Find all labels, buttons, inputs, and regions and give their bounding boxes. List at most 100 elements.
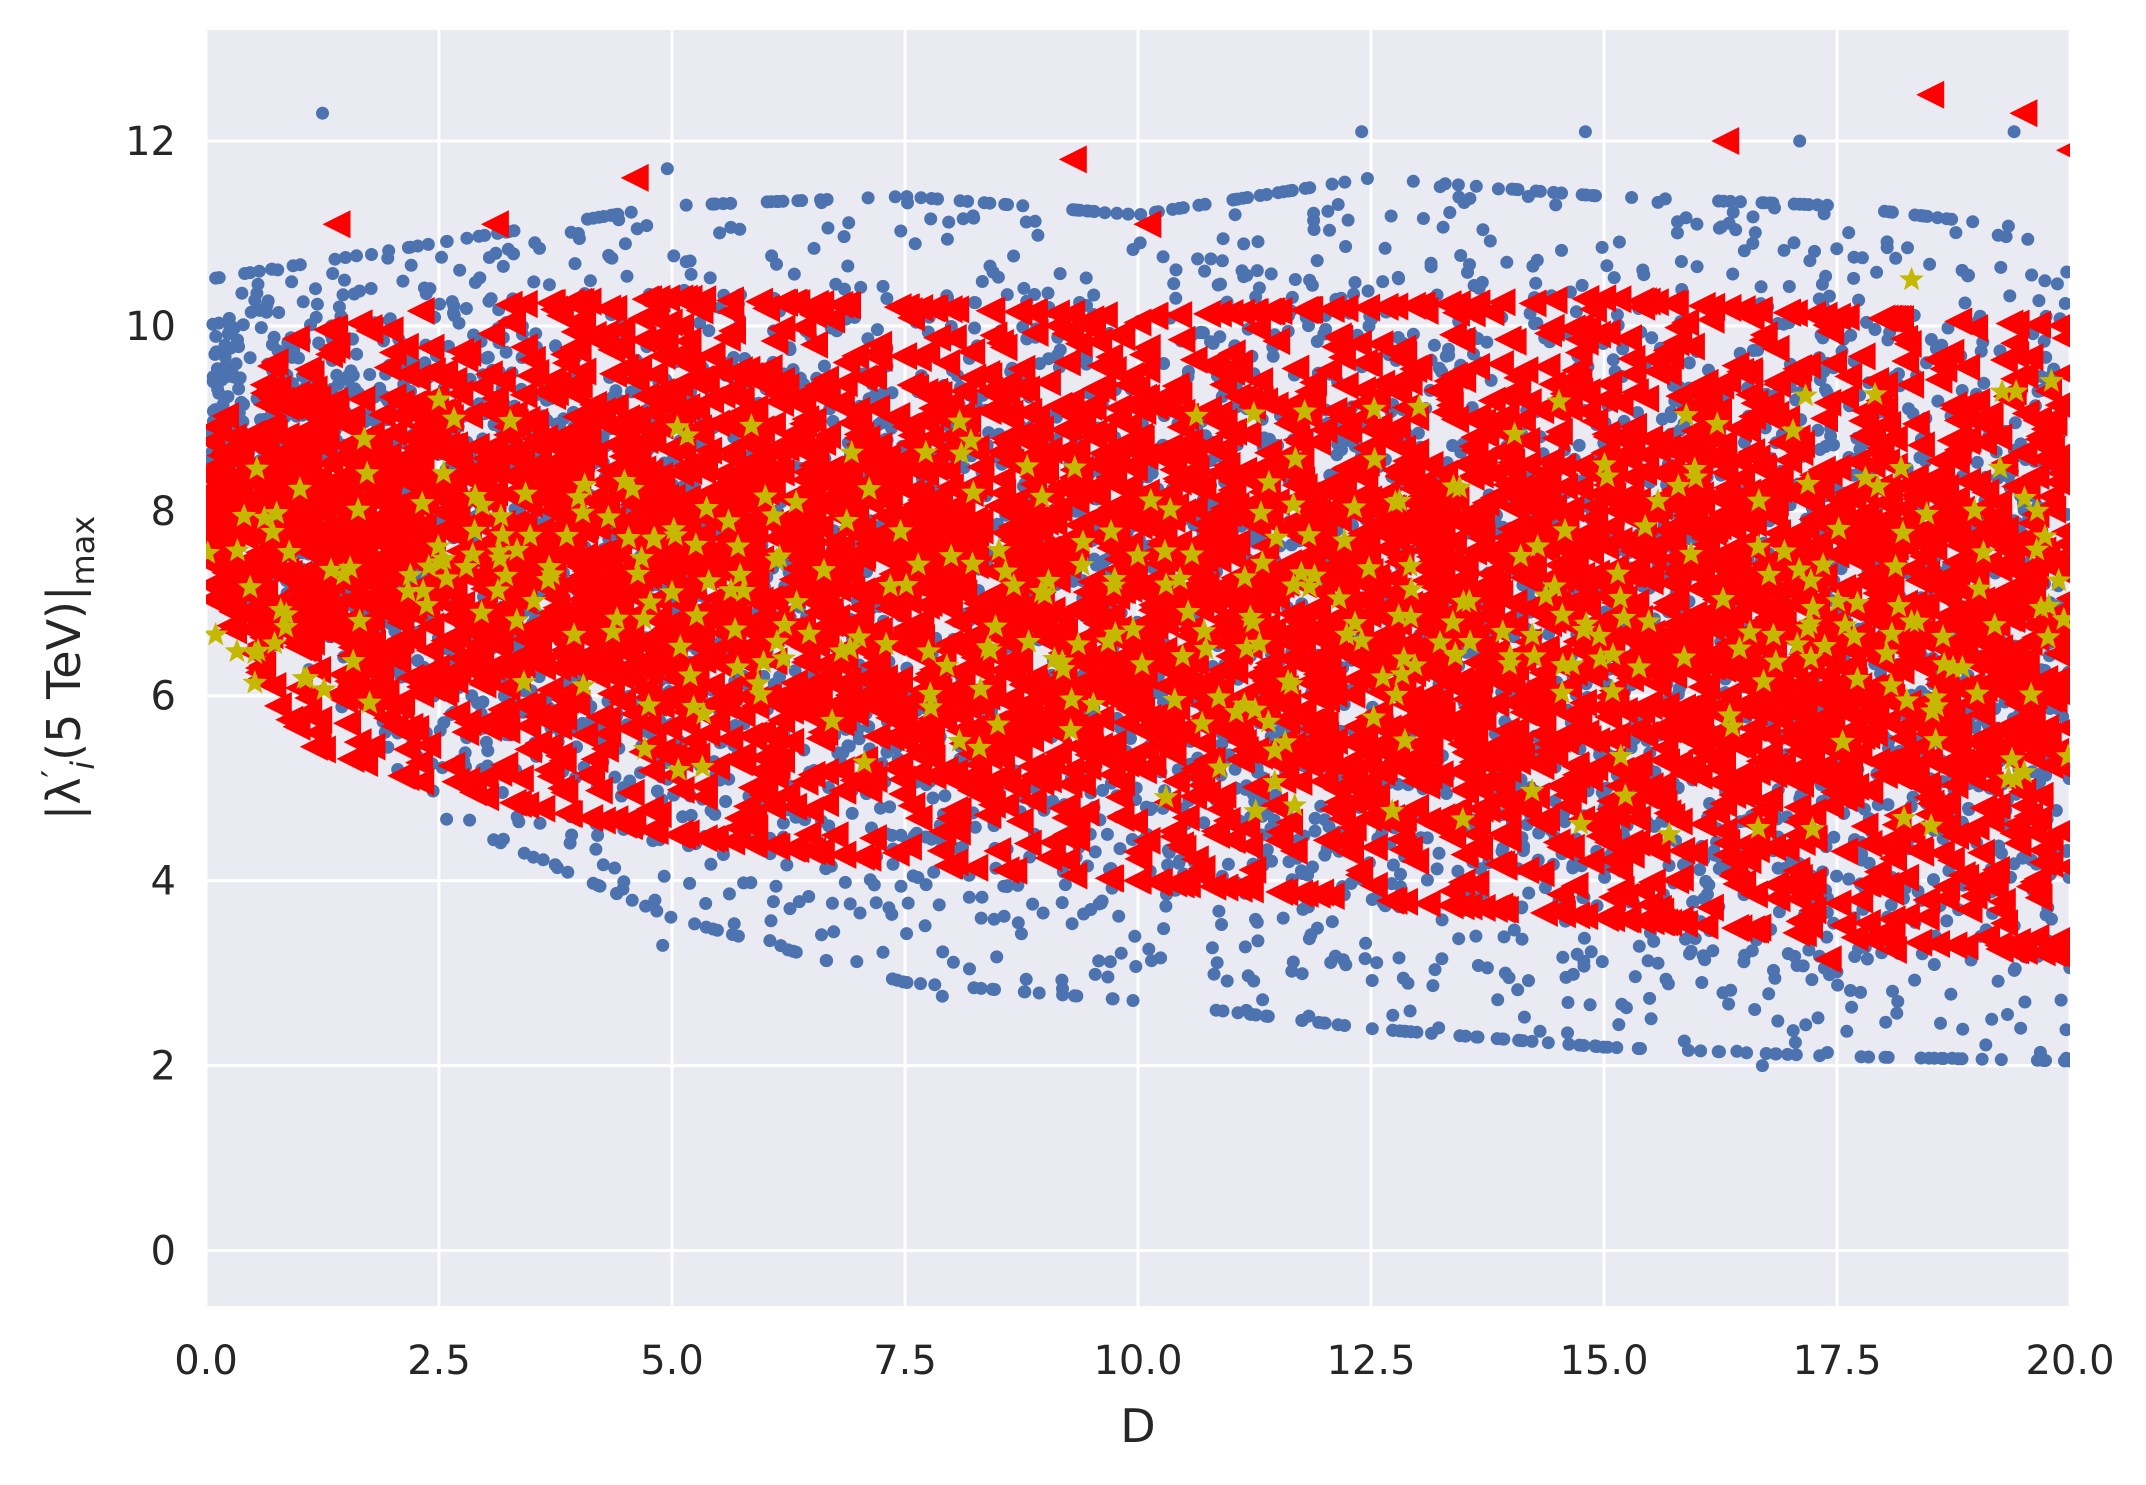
circle-point: [941, 233, 954, 246]
circle-point: [1799, 1018, 1812, 1031]
circle-point: [1500, 256, 1513, 269]
circle-point: [1095, 897, 1108, 910]
circle-point: [1404, 1005, 1417, 1018]
circle-point: [842, 216, 855, 229]
circle-point: [497, 260, 510, 273]
circle-point: [1695, 976, 1708, 989]
circle-point: [1031, 229, 1044, 242]
circle-point: [363, 368, 376, 381]
circle-point: [2003, 289, 2016, 302]
circle-point: [1856, 251, 1869, 264]
circle-point: [877, 280, 890, 293]
circle-point: [230, 357, 243, 370]
circle-point: [1959, 297, 1972, 310]
circle-point: [1772, 862, 1785, 875]
circle-point: [947, 956, 960, 969]
circle-point: [1429, 963, 1442, 976]
circle-point: [1240, 1004, 1253, 1017]
circle-point: [765, 914, 778, 927]
circle-point: [713, 226, 726, 239]
circle-point: [265, 263, 278, 276]
circle-point: [1241, 191, 1254, 204]
circle-point: [998, 198, 1011, 211]
circle-point: [1691, 260, 1704, 273]
circle-point: [1824, 430, 1837, 443]
circle-point: [1221, 975, 1234, 988]
circle-point: [770, 880, 783, 893]
circle-point: [260, 306, 273, 319]
circle-point: [827, 925, 840, 938]
circle-point: [1778, 244, 1791, 257]
circle-point: [802, 890, 815, 903]
circle-point: [1212, 905, 1225, 918]
circle-point: [1215, 918, 1228, 931]
circle-point: [1576, 188, 1589, 201]
circle-point: [1092, 954, 1105, 967]
circle-point: [1387, 859, 1400, 872]
circle-point: [489, 247, 502, 260]
circle-point: [1421, 874, 1434, 887]
circle-point: [640, 219, 653, 232]
circle-point: [1645, 1012, 1658, 1025]
circle-point: [744, 876, 757, 889]
circle-point: [1571, 948, 1584, 961]
circle-point: [565, 829, 578, 842]
circle-point: [1080, 272, 1093, 285]
circle-point: [1608, 271, 1621, 284]
circle-point: [767, 895, 780, 908]
circle-point: [1816, 278, 1829, 291]
circle-point: [422, 238, 435, 251]
circle-point: [1265, 267, 1278, 280]
circle-point: [1312, 1016, 1325, 1029]
circle-point: [1254, 189, 1267, 202]
circle-point: [1361, 172, 1374, 185]
circle-point: [1267, 350, 1280, 363]
circle-point: [894, 225, 907, 238]
circle-point: [1854, 986, 1867, 999]
circle-point: [719, 795, 732, 808]
circle-point: [1107, 992, 1120, 1005]
circle-point: [1928, 958, 1941, 971]
circle-point: [441, 235, 454, 248]
circle-point: [621, 270, 634, 283]
circle-point: [976, 891, 989, 904]
circle-point: [829, 278, 842, 291]
circle-point: [1114, 842, 1127, 855]
circle-point: [1349, 276, 1362, 289]
circle-point: [608, 862, 621, 875]
circle-point: [534, 817, 547, 830]
circle-point: [975, 912, 988, 925]
circle-point: [1089, 845, 1102, 858]
circle-point: [268, 331, 281, 344]
circle-point: [877, 946, 890, 959]
circle-point: [926, 792, 939, 805]
circle-point: [2032, 294, 2045, 307]
circle-point: [990, 950, 1003, 963]
circle-point: [440, 813, 453, 826]
circle-point: [1332, 1018, 1345, 1031]
circle-point: [1890, 1007, 1903, 1020]
circle-point: [883, 800, 896, 813]
circle-point: [667, 249, 680, 262]
circle-point: [1431, 862, 1444, 875]
circle-point: [901, 976, 914, 989]
circle-point: [1272, 186, 1285, 199]
circle-point: [1159, 900, 1172, 913]
circle-point: [1612, 1018, 1625, 1031]
circle-point: [1976, 1053, 1989, 1066]
circle-point: [337, 288, 350, 301]
circle-point: [549, 858, 562, 871]
circle-point: [500, 346, 513, 359]
circle-point: [839, 876, 852, 889]
circle-point: [507, 247, 520, 260]
circle-point: [1211, 956, 1224, 969]
circle-point: [1410, 1026, 1423, 1039]
circle-point: [1671, 226, 1684, 239]
circle-point: [765, 249, 778, 262]
circle-point: [460, 302, 473, 315]
circle-point: [1844, 329, 1857, 342]
circle-point: [933, 898, 946, 911]
circle-point: [1251, 934, 1264, 947]
circle-point: [1170, 263, 1183, 276]
circle-point: [527, 275, 540, 288]
